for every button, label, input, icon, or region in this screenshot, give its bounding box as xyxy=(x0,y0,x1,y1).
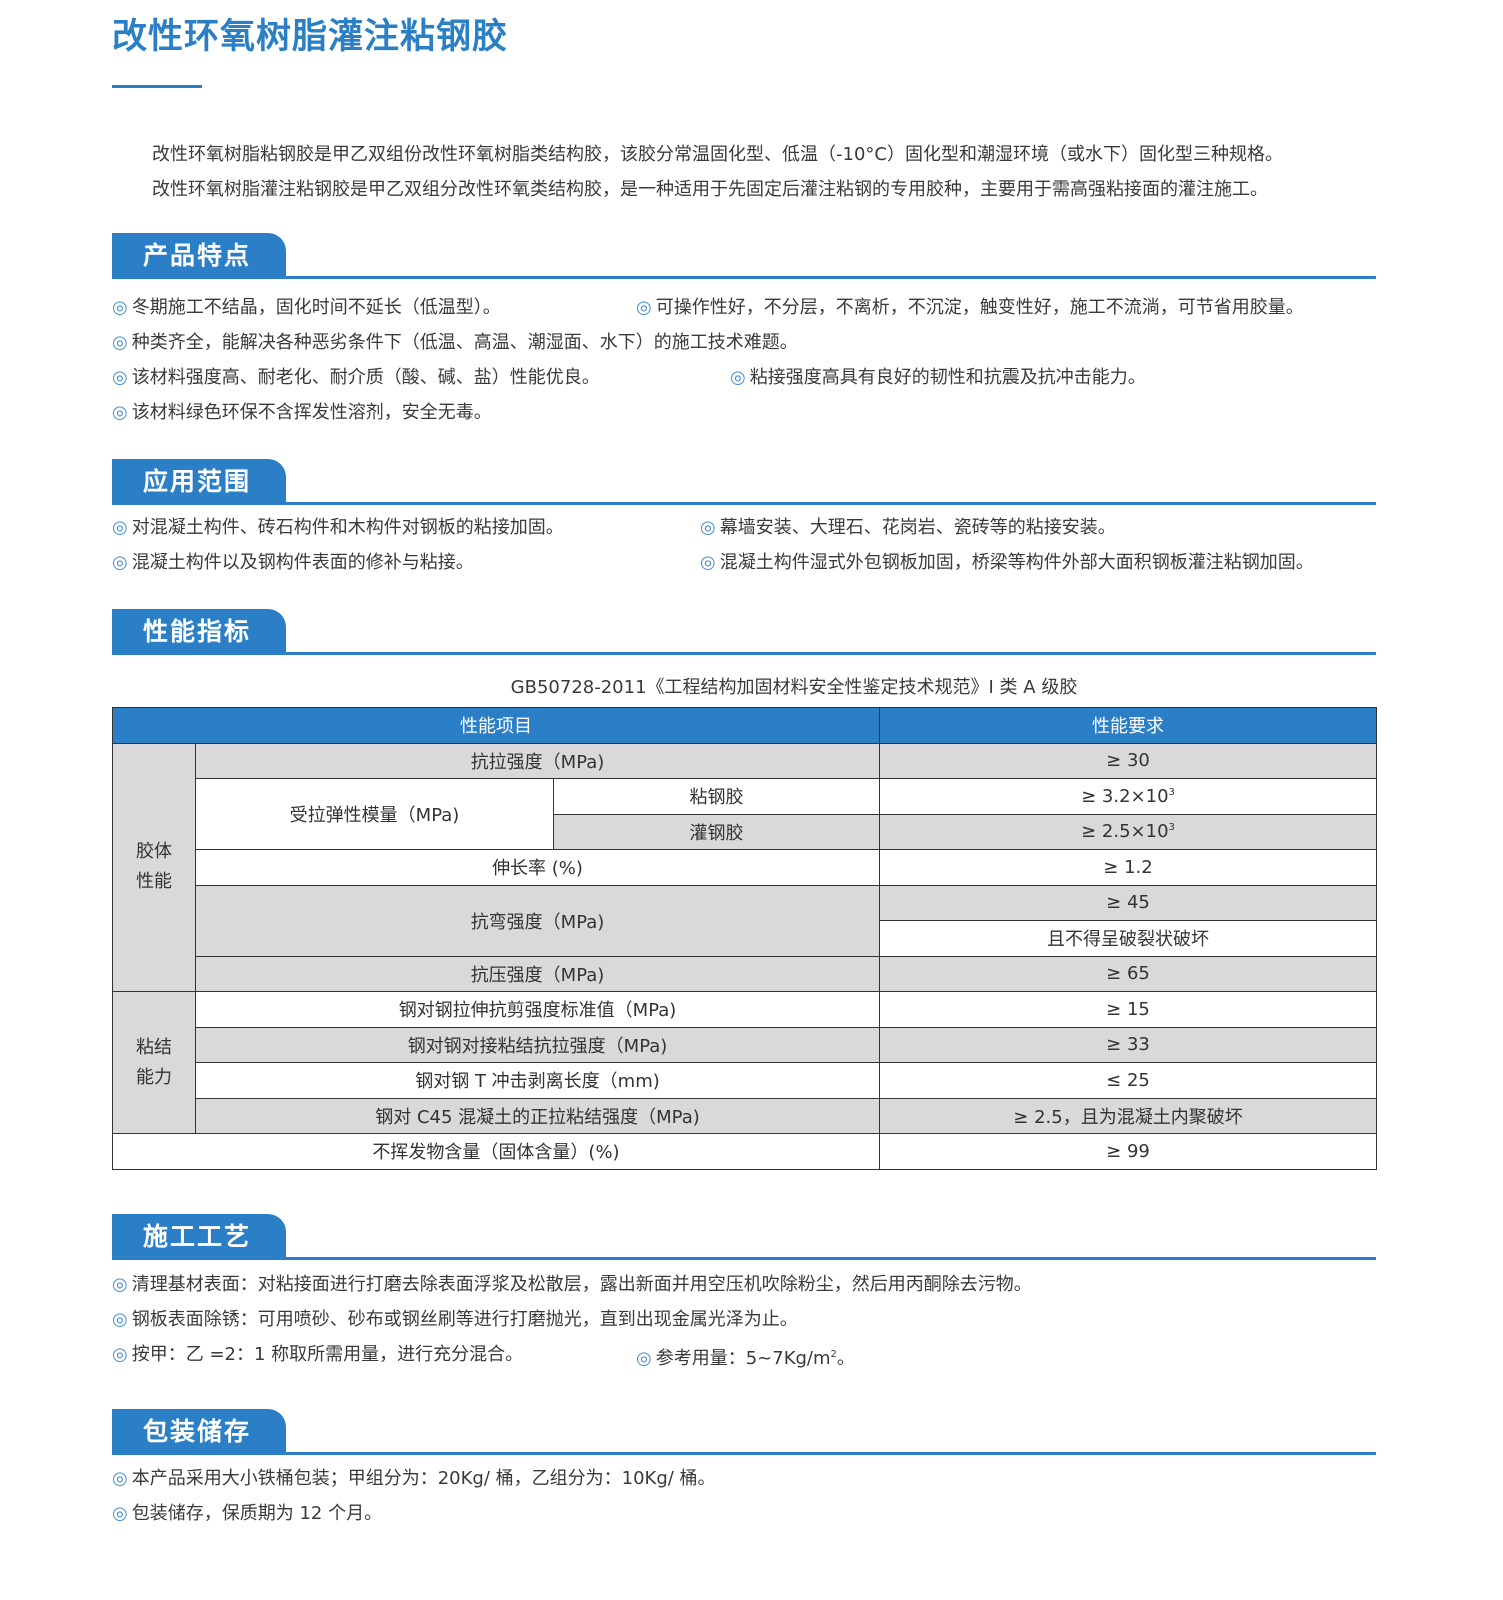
list-item: ◎ 该材料绿色环保不含挥发性溶剂，安全无毒。 xyxy=(112,402,492,423)
table-row: 受拉弹性模量（MPa) 粘钢胶 ≥ 3.2×103 xyxy=(113,778,1378,850)
list-item: ◎ 钢板表面除锈：可用喷砂、砂布或钢丝刷等进行打磨抛光，直到出现金属光泽为止。 xyxy=(112,1309,798,1330)
section-title: 产品特点 xyxy=(112,233,286,279)
performance-table: 性能项目 性能要求 胶体 性能 抗拉强度（MPa) ≥ 30 受拉弹性模量（MPa) 粘… xyxy=(111,707,1378,1170)
title-divider xyxy=(112,85,202,88)
bullet-icon: ◎ xyxy=(112,552,128,573)
subitem-cell: 粘钢胶 xyxy=(552,778,881,815)
section-header-features: 产品特点 xyxy=(112,233,1376,279)
bullet-icon: ◎ xyxy=(636,1348,652,1369)
table-header-row: 性能项目 性能要求 xyxy=(111,707,1378,744)
intro-paragraph: 改性环氧树脂灌注粘钢胶是甲乙双组分改性环氧类结构胶，是一种适用于先固定后灌注粘钢… xyxy=(152,179,1268,200)
list-item: ◎ 粘接强度高具有良好的韧性和抗震及抗冲击能力。 xyxy=(730,367,1146,388)
section-header-performance: 性能指标 xyxy=(112,609,1376,655)
value-cell: ≥ 1.2 xyxy=(879,849,1378,886)
item-cell: 钢对 C45 混凝土的正拉粘结强度（MPa) xyxy=(194,1097,881,1134)
item-cell: 钢对钢 T 冲击剥离长度（mm) xyxy=(194,1062,881,1099)
value-cell: ≥ 33 xyxy=(879,1026,1378,1063)
section-header-storage: 包装储存 xyxy=(112,1409,1376,1455)
list-item: ◎ 冬期施工不结晶，固化时间不延长（低温型）。 xyxy=(112,297,501,318)
section-divider xyxy=(112,1452,1376,1455)
list-item: ◎ 种类齐全，能解决各种恶劣条件下（低温、高温、潮湿面、水下）的施工技术难题。 xyxy=(112,332,798,353)
bullet-icon: ◎ xyxy=(730,367,746,388)
value-cell: ≥ 45 xyxy=(879,884,1378,921)
table-row: 钢对 C45 混凝土的正拉粘结强度（MPa) ≥ 2.5，且为混凝土内聚破坏 xyxy=(113,1097,1378,1134)
list-item: ◎ 包装储存，保质期为 12 个月。 xyxy=(112,1503,383,1524)
table-row: 钢对钢 T 冲击剥离长度（mm) ≤ 25 xyxy=(113,1062,1378,1099)
bullet-icon: ◎ xyxy=(112,402,128,423)
value-cell: ≥ 30 xyxy=(879,742,1378,779)
table-row: 抗弯强度（MPa) ≥ 45 xyxy=(113,884,1378,957)
section-title: 包装储存 xyxy=(112,1409,286,1455)
list-item: ◎ 幕墙安装、大理石、花岗岩、瓷砖等的粘接安装。 xyxy=(700,517,1116,538)
value-cell: ≤ 25 xyxy=(879,1062,1378,1099)
value-cell: ≥ 3.2×103 xyxy=(879,778,1378,815)
subitem-cell: 灌钢胶 xyxy=(552,813,881,850)
section-title: 施工工艺 xyxy=(112,1214,286,1260)
item-cell: 受拉弹性模量（MPa) xyxy=(195,778,554,850)
list-item: ◎ 该材料强度高、耐老化、耐介质（酸、碱、盐）性能优良。 xyxy=(112,367,600,388)
section-header-application: 应用范围 xyxy=(112,459,1376,505)
intro-paragraph: 改性环氧树脂粘钢胶是甲乙双组份改性环氧树脂类结构胶，该胶分常温固化型、低温（-1… xyxy=(152,144,1283,165)
item-cell: 抗拉强度（MPa) xyxy=(194,742,881,779)
list-item: ◎ 清理基材表面：对粘接面进行打磨去除表面浮浆及松散层，露出新面并用空压机吹除粉尘… xyxy=(112,1274,1032,1295)
bullet-icon: ◎ xyxy=(636,297,652,318)
section-title: 性能指标 xyxy=(112,609,286,655)
bullet-icon: ◎ xyxy=(112,1468,128,1489)
header-item: 性能项目 xyxy=(111,707,881,744)
list-item: ◎ 参考用量：5~7Kg/m2。 xyxy=(636,1348,855,1369)
item-cell: 不挥发物含量（固体含量）(%) xyxy=(111,1133,881,1170)
table-row: 粘结 能力 钢对钢拉伸抗剪强度标准值（MPa) ≥ 15 xyxy=(112,991,1378,1134)
table-row: 钢对钢对接粘结抗拉强度（MPa) ≥ 33 xyxy=(113,1026,1378,1063)
value-cell: ≥ 15 xyxy=(879,991,1378,1028)
value-cell: 且不得呈破裂状破坏 xyxy=(879,920,1378,957)
section-divider xyxy=(112,276,1376,279)
group-label: 胶体 性能 xyxy=(112,742,196,992)
list-item: ◎ 混凝土构件以及钢构件表面的修补与粘接。 xyxy=(112,552,474,573)
section-divider xyxy=(112,1257,1376,1260)
bullet-icon: ◎ xyxy=(700,517,716,538)
table-row: 灌钢胶 ≥ 2.5×103 xyxy=(113,813,1378,850)
bullet-icon: ◎ xyxy=(112,1344,128,1365)
table-row: 胶体 性能 抗拉强度（MPa) ≥ 30 xyxy=(112,742,1378,992)
item-cell: 钢对钢拉伸抗剪强度标准值（MPa) xyxy=(194,991,881,1028)
header-requirement: 性能要求 xyxy=(879,707,1378,744)
section-divider xyxy=(112,652,1376,655)
bullet-icon: ◎ xyxy=(112,517,128,538)
list-item: ◎ 对混凝土构件、砖石构件和木构件对钢板的粘接加固。 xyxy=(112,517,564,538)
bullet-icon: ◎ xyxy=(112,1503,128,1524)
list-item: ◎ 混凝土构件湿式外包钢板加固，桥梁等构件外部大面积钢板灌注粘钢加固。 xyxy=(700,552,1314,573)
item-cell: 伸长率 (%) xyxy=(194,849,881,886)
section-header-process: 施工工艺 xyxy=(112,1214,1376,1260)
value-cell: ≥ 2.5，且为混凝土内聚破坏 xyxy=(879,1097,1378,1134)
list-item: ◎ 可操作性好，不分层，不离析，不沉淀，触变性好，施工不流淌，可节省用胶量。 xyxy=(636,297,1304,318)
table-row: 且不得呈破裂状破坏 xyxy=(113,920,1378,957)
section-title: 应用范围 xyxy=(112,459,286,505)
bullet-icon: ◎ xyxy=(112,1309,128,1330)
value-cell: ≥ 65 xyxy=(879,955,1378,992)
page-title: 改性环氧树脂灌注粘钢胶 xyxy=(112,17,509,57)
bullet-icon: ◎ xyxy=(112,1274,128,1295)
item-cell: 钢对钢对接粘结抗拉强度（MPa) xyxy=(194,1026,881,1063)
value-cell: ≥ 99 xyxy=(879,1133,1378,1170)
value-cell: ≥ 2.5×103 xyxy=(879,813,1378,850)
standard-caption: GB50728-2011《工程结构加固材料安全性鉴定技术规范》I 类 A 级胶 xyxy=(510,677,1078,698)
item-cell: 抗压强度（MPa) xyxy=(194,955,881,992)
table-row: 抗压强度（MPa) ≥ 65 xyxy=(113,955,1378,992)
item-cell: 抗弯强度（MPa) xyxy=(194,884,881,957)
section-divider xyxy=(112,502,1376,505)
table-row: 不挥发物含量（固体含量）(%) ≥ 99 xyxy=(111,1133,1378,1170)
group-label: 粘结 能力 xyxy=(112,991,196,1134)
bullet-icon: ◎ xyxy=(112,332,128,353)
bullet-icon: ◎ xyxy=(700,552,716,573)
table-row: 伸长率 (%) ≥ 1.2 xyxy=(113,849,1378,886)
bullet-icon: ◎ xyxy=(112,367,128,388)
list-item: ◎ 本产品采用大小铁桶包装；甲组分为：20Kg/ 桶，乙组分为：10Kg/ 桶。 xyxy=(112,1468,716,1489)
bullet-icon: ◎ xyxy=(112,297,128,318)
list-item: ◎ 按甲：乙 =2：1 称取所需用量，进行充分混合。 xyxy=(112,1344,524,1365)
